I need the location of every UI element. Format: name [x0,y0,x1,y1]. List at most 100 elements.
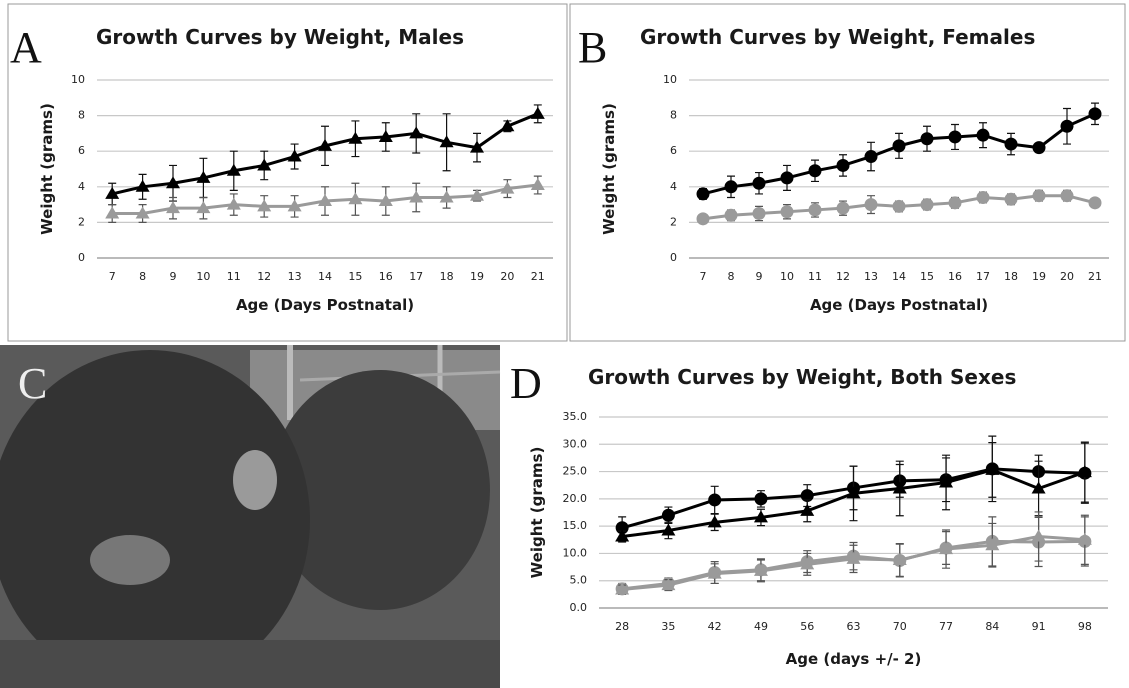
marker [837,202,850,215]
panel-label: B [578,23,607,72]
marker [1005,138,1018,151]
marker [893,139,906,152]
x-tick-label: 56 [800,620,814,633]
x-tick-label: 7 [109,270,116,283]
figure: A B C D Growth Curves by Weight, Males Ag… [0,0,1129,688]
x-tick-label: 11 [227,270,241,283]
x-tick-label: 19 [470,270,484,283]
y-tick-label: 6 [78,144,85,157]
x-tick-label: 21 [531,270,545,283]
x-tick-label: 10 [780,270,794,283]
x-tick-label: 77 [939,620,953,633]
x-tick-label: 70 [893,620,907,633]
marker [781,171,794,184]
x-tick-label: 49 [754,620,768,633]
marker [725,180,738,193]
x-tick-label: 14 [892,270,906,283]
marker [949,130,962,143]
marker [921,198,934,211]
panel-label: C [18,359,47,408]
x-tick-label: 20 [1060,270,1074,283]
marker [754,492,767,505]
marker [1089,107,1102,120]
y-tick-label: 0 [670,251,677,264]
y-tick-label: 25.0 [563,465,588,478]
y-tick-label: 8 [78,109,85,122]
chart-title: Growth Curves by Weight, Males [96,25,464,49]
x-tick-label: 7 [700,270,707,283]
x-tick-label: 11 [808,270,822,283]
marker [977,129,990,142]
marker [1089,196,1102,209]
panel-frame [8,4,567,341]
marker [708,493,721,506]
x-tick-label: 18 [440,270,454,283]
marker [809,203,822,216]
marker [949,196,962,209]
marker [531,178,545,190]
x-tick-label: 16 [379,270,393,283]
x-tick-label: 18 [1004,270,1018,283]
panel-frame [570,4,1125,341]
y-tick-label: 10 [663,73,677,86]
y-tick-label: 2 [670,215,677,228]
y-tick-label: 4 [670,180,677,193]
x-tick-label: 9 [756,270,763,283]
marker [662,509,675,522]
x-axis-label: Age (days +/- 2) [786,650,922,668]
marker [1033,141,1046,154]
marker [409,126,423,138]
marker [725,209,738,222]
x-tick-label: 15 [920,270,934,283]
marker [1005,193,1018,206]
y-tick-label: 35.0 [563,410,588,423]
marker [1061,120,1074,133]
y-axis-label: Weight (grams) [600,103,618,235]
y-tick-label: 30.0 [563,437,588,450]
x-tick-label: 17 [976,270,990,283]
x-tick-label: 19 [1032,270,1046,283]
y-tick-label: 10.0 [563,546,588,559]
marker [893,200,906,213]
x-tick-label: 8 [728,270,735,283]
y-axis-label: Weight (grams) [38,103,56,235]
y-tick-label: 6 [670,144,677,157]
marker [753,207,766,220]
x-tick-label: 35 [661,620,675,633]
marker [865,150,878,163]
x-tick-label: 28 [615,620,629,633]
marker [1033,189,1046,202]
y-tick-label: 10 [71,73,85,86]
marker [977,191,990,204]
x-tick-label: 16 [948,270,962,283]
x-tick-label: 8 [139,270,146,283]
panel-label: A [10,23,42,72]
y-tick-label: 15.0 [563,519,588,532]
y-tick-label: 2 [78,215,85,228]
marker [865,198,878,211]
panel-label: D [510,359,542,408]
marker [531,107,545,119]
y-tick-label: 0 [78,251,85,264]
x-tick-label: 17 [409,270,423,283]
x-tick-label: 20 [500,270,514,283]
photo [0,345,500,688]
x-tick-label: 15 [348,270,362,283]
y-tick-label: 8 [670,109,677,122]
marker [697,212,710,225]
y-tick-label: 4 [78,180,85,193]
y-axis-label: Weight (grams) [528,447,546,579]
y-tick-label: 20.0 [563,492,588,505]
y-tick-label: 5.0 [570,574,588,587]
x-tick-label: 91 [1032,620,1046,633]
x-tick-label: 10 [196,270,210,283]
marker [921,132,934,145]
x-tick-label: 12 [836,270,850,283]
series [615,442,1092,542]
x-tick-label: 14 [318,270,332,283]
x-tick-label: 84 [985,620,999,633]
marker [837,159,850,172]
x-tick-label: 12 [257,270,271,283]
y-tick-label: 0.0 [570,601,588,614]
marker [781,205,794,218]
